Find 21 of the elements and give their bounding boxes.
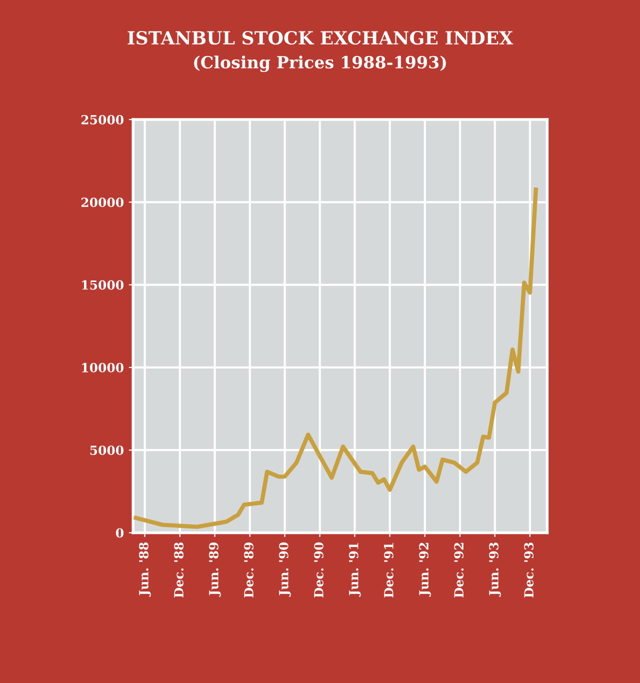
x-tick-label: Jun. '90 xyxy=(278,542,291,597)
y-tick-label: 15000 xyxy=(82,280,124,290)
chart-subtitle: (Closing Prices 1988-1993) xyxy=(194,56,446,72)
y-tick-label: 5000 xyxy=(90,446,124,456)
y-tick-label: 25000 xyxy=(81,114,124,124)
x-tick-label: Jun. '93 xyxy=(489,542,501,597)
line-series xyxy=(134,188,538,529)
x-tick-label: Dec. '89 xyxy=(244,542,254,598)
x-tick-label: Dec. '91 xyxy=(384,543,394,598)
x-tick-label: Jun. '89 xyxy=(208,542,221,597)
chart-title: ISTANBUL STOCK EXCHANGE INDEX xyxy=(128,30,514,45)
x-tick-label: Dec. '92 xyxy=(454,542,464,598)
x-tick-label: Dec. '88 xyxy=(174,542,184,598)
y-tick-label: 20000 xyxy=(81,198,124,208)
x-tick-label: Jun. '92 xyxy=(419,542,431,597)
x-tick-label: Jun. '91 xyxy=(348,543,361,597)
x-tick-label: Dec. '90 xyxy=(314,542,324,598)
y-tick-label: 0 xyxy=(116,528,124,538)
x-tick-label: Jun. '88 xyxy=(138,542,151,597)
y-tick-label: 10000 xyxy=(82,362,124,372)
x-tick-label: Dec. '93 xyxy=(524,542,534,598)
